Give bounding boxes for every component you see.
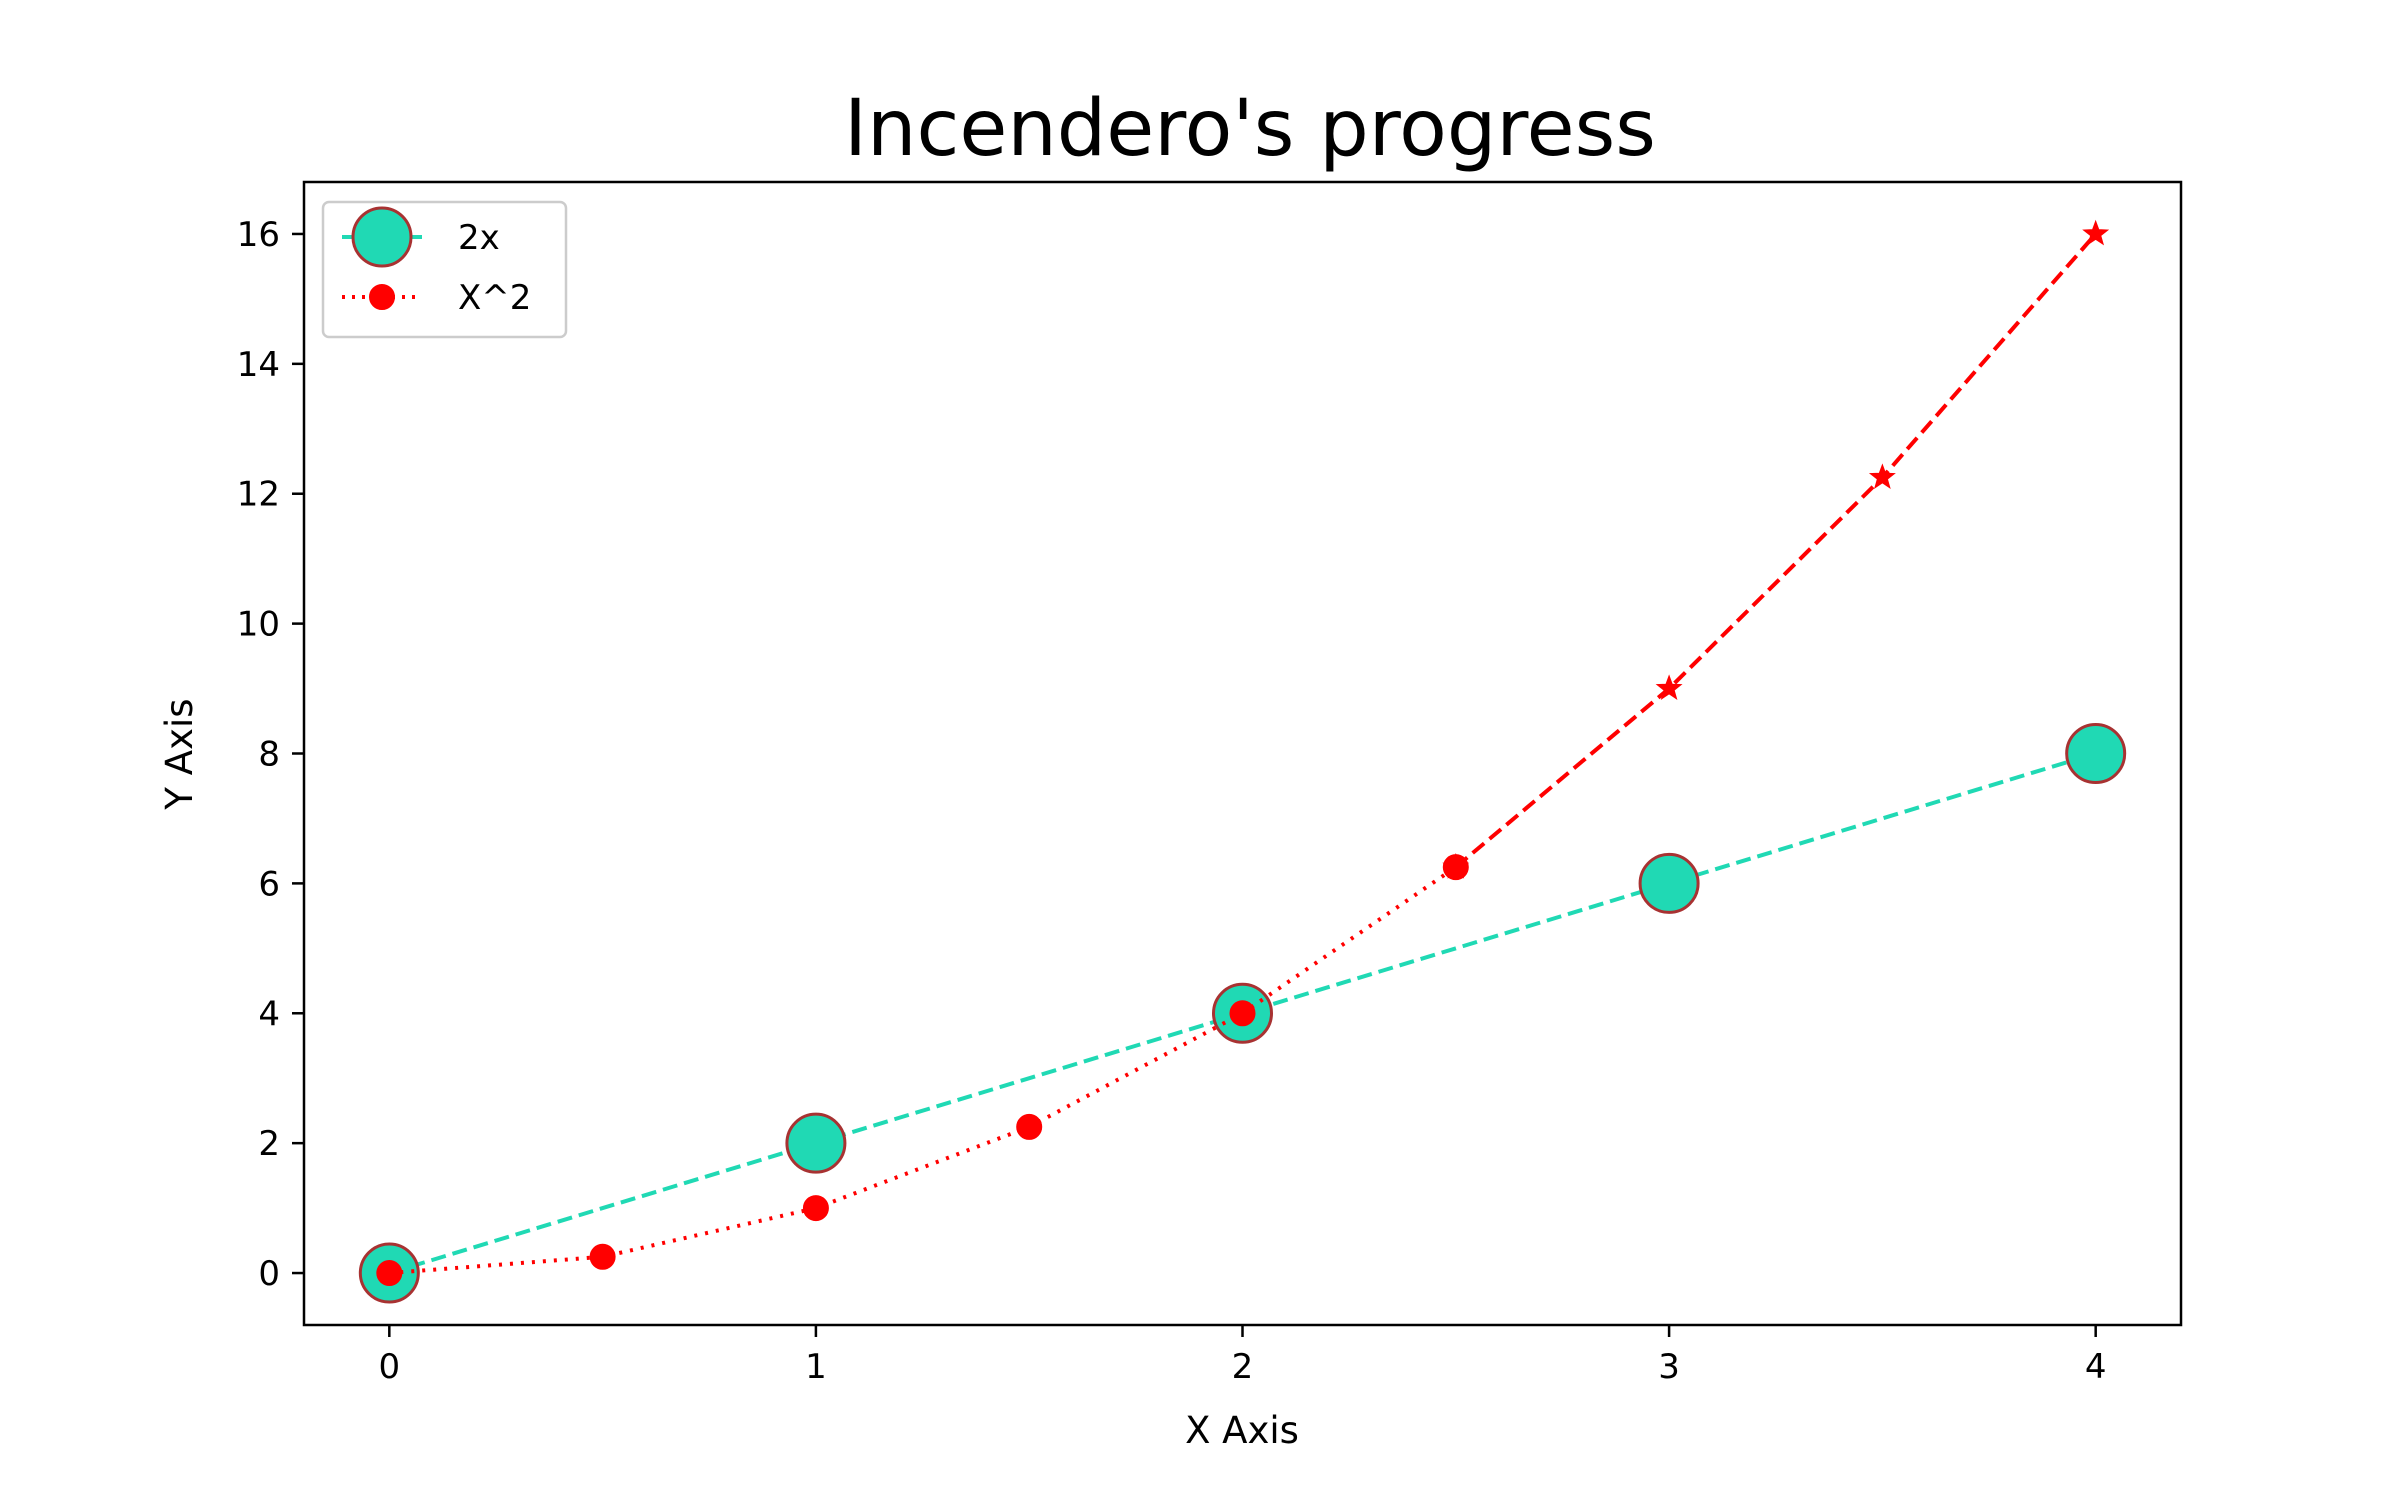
y-tick-label: 10 [237,605,280,645]
data-point [376,1260,403,1287]
data-point [1638,852,1700,914]
x-axis-label: X Axis [1185,1409,1299,1452]
data-point [1655,674,1683,701]
y-tick-label: 16 [237,215,280,255]
x-tick-label: 2 [1232,1347,1254,1387]
data-point [2065,723,2127,784]
y-tick-label: 2 [258,1124,280,1164]
series-line [389,865,1457,1276]
data-point [802,1195,829,1222]
data-point [1868,463,1896,489]
series-line [1454,232,2098,869]
x-tick-label: 3 [1658,1347,1680,1387]
y-tick-label: 6 [258,864,280,904]
x-tick-label: 0 [378,1347,400,1387]
y-tick-label: 0 [258,1254,280,1294]
legend-label-2x: 2x [458,218,500,258]
x-tick-label: 1 [805,1347,827,1387]
y-tick-label: 12 [237,475,280,515]
y-axis: 0 2 4 6 8 10 12 14 16 [237,215,304,1294]
y-axis-label: Y Axis [158,698,201,810]
data-point [1016,1113,1043,1140]
data-point [1442,852,1470,879]
data-point [785,1112,847,1174]
legend-marker-x2 [369,284,395,310]
data-point [1229,1000,1256,1027]
plot-area [358,219,2127,1304]
series-1 [376,854,1469,1287]
series-2 [1442,219,2110,879]
legend-marker-2x [351,206,413,268]
x-axis: 0 1 2 3 4 [378,1325,2107,1387]
data-point [2082,219,2110,246]
x-tick-label: 4 [2085,1347,2107,1387]
y-tick-label: 8 [258,735,280,775]
legend: 2x X^2 [321,200,568,339]
y-tick-label: 4 [258,994,280,1034]
legend-label-x2: X^2 [458,278,531,318]
chart-title: Incendero's progress [844,84,1656,174]
data-point [589,1243,616,1270]
y-tick-label: 14 [237,345,280,385]
